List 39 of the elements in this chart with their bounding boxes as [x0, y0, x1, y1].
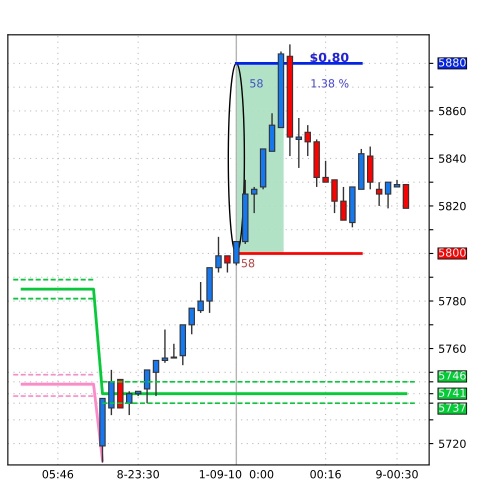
candlestick: [402, 184, 410, 209]
candlestick: [188, 307, 195, 335]
y-tick-label: 5820: [439, 202, 466, 210]
x-tick-label: 00:16: [310, 470, 341, 478]
candlestick: [170, 343, 178, 359]
y-tick-label: 5800: [439, 248, 466, 257]
candlestick: [322, 160, 329, 183]
candlestick: [144, 369, 150, 404]
y-tick-label: 5737: [439, 403, 466, 412]
x-tick-label: 8-23:30: [117, 470, 159, 478]
annotation: 1.38 %: [311, 79, 348, 88]
y-tick-label: 5720: [439, 440, 466, 448]
annotation: $0.80: [310, 52, 348, 64]
y-tick-label: 5780: [439, 296, 466, 306]
candlestick: [331, 179, 338, 214]
annotation: 58: [242, 258, 254, 268]
candlestick: [296, 117, 302, 169]
candlestick: [197, 281, 204, 314]
candlestick: [250, 186, 258, 214]
candlestick: [340, 186, 347, 221]
candlestick: [384, 182, 392, 210]
y-tick-label: 5860: [439, 106, 466, 116]
candlestick: [224, 255, 231, 274]
candlestick: [152, 360, 160, 397]
x-tick-label: 05:46: [42, 470, 74, 478]
candlestick: [304, 124, 311, 157]
y-tick-label: 5741: [439, 388, 466, 397]
x-tick-label: 1-09-10 0:00: [200, 470, 274, 478]
annotation: 58: [250, 79, 263, 88]
candlestick: [162, 328, 168, 364]
candlestick: [376, 182, 382, 207]
y-tick-label: 5760: [439, 344, 466, 353]
candlestick: [215, 236, 222, 274]
x-tick-label: 9-00:30: [376, 470, 418, 478]
y-tick-label: 5880: [439, 58, 466, 67]
y-tick-label: 5746: [439, 371, 466, 380]
y-tick-label: 5840: [439, 154, 466, 163]
candlestick: [233, 240, 240, 266]
candlestick: [126, 390, 132, 416]
